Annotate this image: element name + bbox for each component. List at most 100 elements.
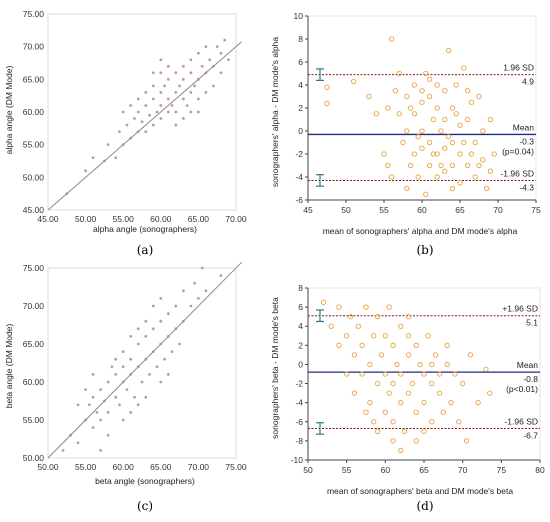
panel-a-label: (a) — [137, 243, 154, 257]
panel-b-y-tick-label: 10 — [294, 11, 304, 21]
panel-b-ylabel: sonographers' alpha - DM mode's alpha — [270, 37, 280, 187]
panel-c-point — [189, 304, 193, 308]
panel-c-x-tick-label: 65.00 — [150, 462, 172, 472]
panel-b-x-tick-label: 65 — [455, 205, 465, 215]
panel-b-point — [476, 93, 482, 100]
panel-b-point — [487, 116, 494, 123]
panel-d-point — [359, 342, 365, 348]
panel-a-point — [212, 64, 215, 68]
panel-b-lower-ci-bar — [316, 174, 324, 187]
panel-d-x-tick-label: 55 — [342, 465, 352, 475]
panel-d-point — [417, 361, 423, 368]
panel-b-point — [385, 105, 391, 111]
panel-a-point — [197, 77, 200, 81]
panel-d-plot-area — [307, 287, 541, 461]
panel-d-upper-loa-label: +1.96 SD — [502, 304, 538, 314]
panel-b-point — [434, 105, 440, 111]
panel-b-point — [461, 139, 467, 146]
panel-d-y-tick-label: 2 — [298, 340, 303, 350]
panel-b-point — [449, 162, 456, 169]
panel-c-point — [144, 357, 148, 361]
panel-b-point — [404, 128, 410, 134]
panel-a-point — [166, 77, 170, 81]
panel-d-y-tick-label: 4 — [298, 321, 303, 331]
panel-b-point — [480, 128, 486, 134]
panel-a-xlabel: alpha angle (sonographers) — [93, 224, 197, 234]
panel-c-point — [121, 365, 125, 369]
panel-a-point — [174, 71, 178, 75]
panel-b-point — [411, 111, 418, 117]
panel-d-point — [413, 342, 419, 348]
panel-a-point — [118, 130, 121, 134]
panel-d-point — [398, 371, 404, 377]
panel-b-x-tick-label: 60 — [417, 205, 427, 215]
panel-a-point — [170, 104, 174, 107]
panel-a-point — [151, 123, 155, 127]
panel-a-point — [189, 91, 193, 94]
panel-b-xlabel: mean of sonographers' alpha and DM mode'… — [323, 226, 518, 236]
panel-a-point — [106, 143, 110, 147]
panel-d-point — [398, 447, 404, 454]
panel-a-point — [197, 97, 200, 101]
panel-a-point — [103, 159, 106, 163]
panel-d-x-tick-label: 70 — [458, 465, 468, 475]
panel-d-mean-value: -0.8 — [523, 374, 538, 384]
panel-c-point — [121, 418, 125, 422]
panel-b-point — [423, 70, 429, 77]
panel-d-point — [344, 371, 350, 377]
panel-c-point — [99, 449, 103, 452]
panel-b-point — [434, 151, 440, 157]
panel-c-point — [61, 449, 65, 452]
panel-a-point — [166, 97, 170, 101]
panel-d-point — [409, 380, 416, 387]
panel-b-point — [404, 185, 410, 192]
panel-c-point — [114, 395, 118, 399]
panel-b-bland-altman: 1.96 SD 4.9 Mean -0.3 -1.96 SD -4.3 (p=0.04) 4… — [270, 11, 541, 257]
panel-b-point — [373, 111, 380, 117]
panel-b-point — [468, 151, 475, 157]
panel-b-point — [366, 93, 372, 100]
panel-b-point — [449, 185, 456, 192]
panel-b-x-tick-label: 45 — [303, 205, 313, 215]
panel-a-point — [140, 120, 144, 124]
panel-a-point — [181, 117, 185, 120]
panel-c-y-tick-label: 55.00 — [23, 415, 45, 425]
panel-b-point — [449, 105, 456, 111]
panel-d-point — [436, 390, 443, 396]
panel-a-y-tick-label: 50.00 — [23, 172, 45, 182]
panel-b-point — [472, 174, 478, 180]
panel-d-point — [363, 304, 369, 310]
panel-a-point — [204, 45, 208, 49]
panel-c-x-tick-label: 75.00 — [225, 462, 247, 472]
panel-a-point — [151, 97, 155, 101]
panel-a-point — [208, 58, 212, 62]
panel-d-point — [429, 419, 435, 425]
panel-b-point — [445, 134, 452, 140]
panel-c-point — [99, 388, 103, 391]
panel-b-point — [476, 162, 482, 169]
panel-d-y-tick-label: -4 — [295, 398, 303, 408]
panel-c-point — [133, 395, 136, 399]
panel-d-x-tick-label: 60 — [381, 465, 391, 475]
panel-d-point — [374, 380, 381, 387]
panel-c-point — [114, 373, 118, 376]
panel-c-point — [69, 433, 72, 437]
panel-d-point — [320, 299, 327, 305]
panel-a-point — [227, 58, 230, 62]
panel-d-point — [398, 323, 404, 329]
panel-d-point — [347, 314, 354, 320]
panel-c-point — [121, 380, 125, 384]
panel-b-point — [404, 93, 410, 100]
panel-b-y-tick-label: 4 — [298, 80, 303, 90]
panel-d-point — [382, 409, 388, 415]
panel-d-upper-ci-bar — [316, 309, 324, 323]
panel-a-point — [193, 84, 197, 88]
panel-a-point — [136, 97, 140, 101]
panel-a-point — [219, 51, 223, 55]
panel-a-point — [204, 91, 208, 94]
panel-a-point — [181, 64, 185, 68]
panel-c-point — [200, 266, 204, 270]
panel-a-point — [144, 104, 148, 107]
panel-c-point — [170, 350, 174, 353]
